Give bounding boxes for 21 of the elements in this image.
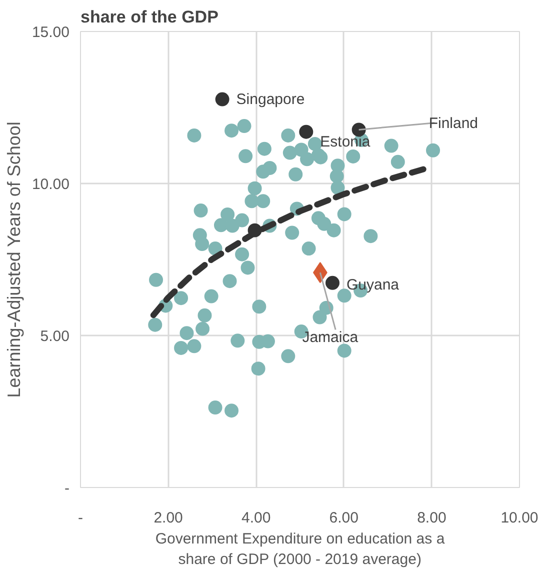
y-tick-label: 5.00 <box>40 328 70 345</box>
y-tick-label: 10.00 <box>32 176 70 193</box>
x-tick-label: 4.00 <box>242 510 271 526</box>
x-tick-label: 10.00 <box>500 510 538 526</box>
annotation: Jamaica <box>302 329 359 346</box>
x-tick-label: 6.00 <box>329 510 359 526</box>
annotation: Guyana <box>346 276 400 294</box>
y-axis-title: Learning-Adjusted Years of School <box>4 122 24 398</box>
y-tick-label: 15.00 <box>32 24 70 41</box>
x-axis-title: Government Expenditure on education as a share of GDP (2000 - 2019 average) <box>155 530 446 568</box>
annotation: Singapore <box>236 90 305 108</box>
point <box>325 276 340 290</box>
point <box>299 124 314 139</box>
annotation: Finland <box>428 115 478 132</box>
x-tick-label: - <box>78 510 83 526</box>
y-tick-label: - <box>64 480 70 497</box>
x-tick-label: 8.00 <box>417 510 446 526</box>
point <box>215 92 230 106</box>
point <box>248 223 262 238</box>
x-tick-label: 2.00 <box>154 510 183 526</box>
chart-title: share of the GDP <box>80 8 218 26</box>
